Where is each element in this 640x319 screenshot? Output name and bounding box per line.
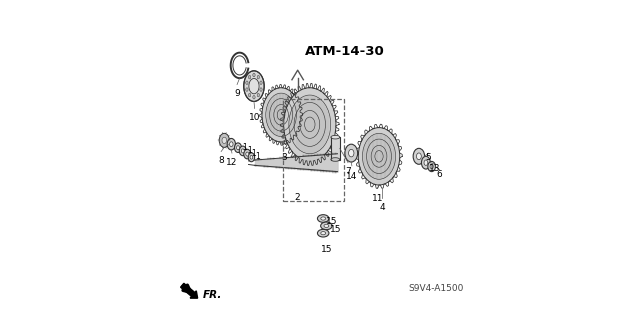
Ellipse shape — [244, 71, 264, 101]
Ellipse shape — [249, 78, 259, 94]
Ellipse shape — [331, 158, 340, 161]
Ellipse shape — [257, 75, 259, 79]
Text: ATM-14-30: ATM-14-30 — [305, 45, 385, 57]
Ellipse shape — [321, 232, 326, 235]
Ellipse shape — [237, 146, 239, 150]
Ellipse shape — [253, 95, 255, 99]
Ellipse shape — [317, 215, 329, 222]
Ellipse shape — [257, 93, 259, 97]
Ellipse shape — [222, 137, 227, 144]
Ellipse shape — [234, 143, 241, 152]
Ellipse shape — [262, 88, 300, 142]
Ellipse shape — [253, 73, 255, 77]
Ellipse shape — [424, 160, 428, 165]
Text: 14: 14 — [346, 172, 358, 181]
Text: 2: 2 — [295, 193, 301, 202]
Ellipse shape — [246, 88, 248, 91]
Ellipse shape — [227, 138, 236, 150]
Ellipse shape — [239, 146, 246, 156]
Bar — [284, 99, 344, 201]
Ellipse shape — [260, 88, 262, 91]
Text: 1: 1 — [252, 149, 256, 158]
Text: 15: 15 — [321, 245, 332, 254]
Ellipse shape — [317, 229, 329, 237]
Ellipse shape — [248, 153, 255, 162]
Text: 1: 1 — [255, 152, 260, 161]
Text: 13: 13 — [429, 164, 440, 173]
Text: 15: 15 — [326, 217, 338, 226]
Ellipse shape — [417, 153, 421, 160]
Ellipse shape — [246, 152, 249, 156]
Text: 1: 1 — [247, 146, 252, 155]
Text: S9V4-A1500: S9V4-A1500 — [409, 284, 464, 293]
Ellipse shape — [324, 224, 329, 227]
Text: 1: 1 — [242, 143, 247, 152]
Ellipse shape — [246, 81, 248, 85]
Ellipse shape — [428, 161, 435, 172]
Text: 4: 4 — [380, 203, 385, 211]
Text: 9: 9 — [234, 89, 240, 98]
Ellipse shape — [284, 88, 336, 161]
Text: 5: 5 — [426, 153, 431, 162]
Ellipse shape — [230, 142, 233, 147]
Text: 6: 6 — [436, 170, 442, 179]
Text: 11: 11 — [372, 194, 383, 203]
Ellipse shape — [260, 81, 262, 85]
Ellipse shape — [219, 133, 229, 147]
Text: 3: 3 — [282, 153, 287, 162]
Ellipse shape — [413, 148, 424, 164]
Ellipse shape — [244, 149, 251, 159]
FancyArrow shape — [180, 283, 198, 298]
Ellipse shape — [331, 135, 340, 139]
Text: 15: 15 — [330, 225, 341, 234]
Ellipse shape — [430, 164, 433, 169]
Ellipse shape — [345, 144, 358, 162]
Text: FR.: FR. — [202, 290, 222, 300]
Ellipse shape — [248, 93, 251, 97]
Ellipse shape — [422, 156, 430, 169]
Ellipse shape — [321, 222, 332, 230]
Ellipse shape — [248, 75, 251, 79]
Ellipse shape — [349, 149, 354, 157]
Ellipse shape — [321, 217, 326, 220]
Bar — [331, 137, 340, 160]
Ellipse shape — [250, 155, 253, 159]
Text: 10: 10 — [249, 113, 260, 122]
Text: 12: 12 — [227, 158, 237, 167]
Ellipse shape — [358, 128, 400, 185]
Text: 7: 7 — [345, 167, 351, 176]
Ellipse shape — [241, 149, 244, 153]
Text: 8: 8 — [218, 156, 224, 165]
